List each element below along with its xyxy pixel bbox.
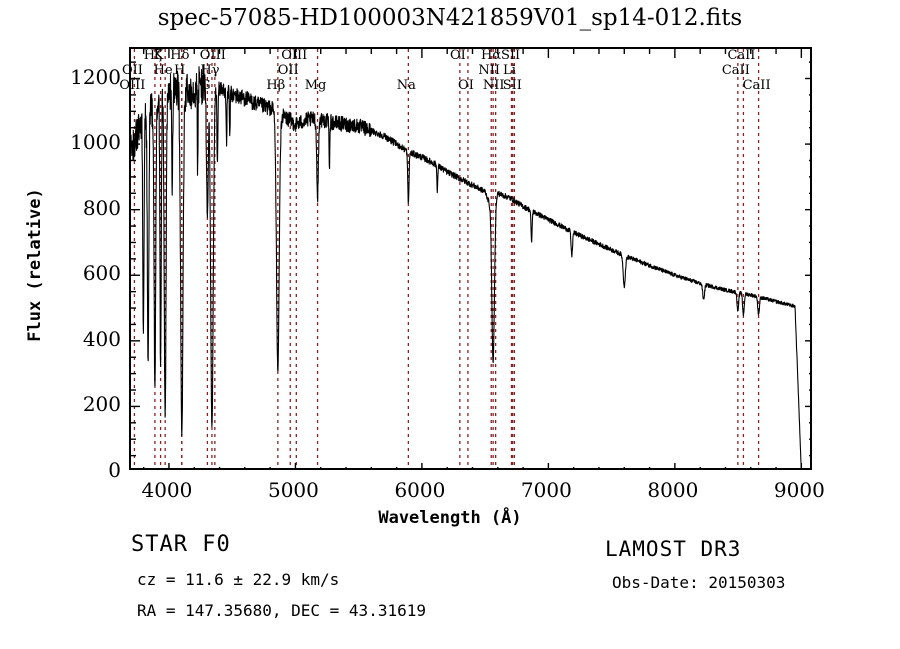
- spectral-line-label: Hδ: [170, 48, 190, 63]
- spectral-line-label: SII: [502, 78, 522, 93]
- x-tick-label: 9000: [773, 478, 825, 502]
- spectral-line-label: SII: [501, 48, 521, 63]
- page-title: spec-57085-HD100003N421859V01_sp14-012.f…: [157, 5, 743, 31]
- spectral-line-label: CaII: [721, 63, 750, 78]
- y-tick-label: 600: [82, 261, 121, 286]
- spectral-line-label: Hβ: [266, 78, 286, 93]
- y-tick-label: 800: [82, 195, 121, 220]
- plot-canvas: [131, 49, 810, 468]
- spectral-line-label: CaII: [727, 48, 756, 63]
- x-tick-label: 4000: [141, 478, 193, 502]
- spectral-line-label: Hα: [481, 48, 502, 63]
- observation-date: Obs-Date: 20150303: [612, 573, 786, 592]
- spectral-line-label: OII: [121, 63, 143, 78]
- spectral-line-label: H: [174, 63, 186, 78]
- radial-velocity: cz = 11.6 ± 22.9 km/s: [137, 570, 340, 589]
- plot-area: [129, 47, 812, 470]
- y-tick-label: 1200: [70, 64, 121, 89]
- y-tick-label: 0: [108, 458, 121, 482]
- spectral-line-label: Li: [503, 63, 516, 78]
- spectral-line-label: OI: [449, 48, 466, 63]
- spectral-line-label: OII: [277, 63, 299, 78]
- spectral-line-label: OIII: [199, 48, 226, 63]
- spectral-line-label: Hγ: [200, 63, 220, 78]
- x-tick-label: 7000: [520, 478, 572, 502]
- y-tick-label: 1000: [70, 130, 121, 155]
- spectral-line-label: G: [200, 78, 211, 93]
- x-tick-label: 8000: [647, 478, 699, 502]
- spectral-line-label: Hζ: [143, 48, 163, 63]
- coordinates: RA = 147.35680, DEC = 43.31619: [137, 601, 426, 620]
- spectral-line-label: OIII: [281, 48, 308, 63]
- spectral-line-label: NII: [482, 78, 505, 93]
- y-axis-title: Flux (relative): [25, 188, 45, 342]
- spectral-line-label: Na: [396, 78, 416, 93]
- spectral-line-label: OIII: [119, 78, 146, 93]
- x-axis-title: Wavelength (Å): [378, 508, 522, 528]
- spectral-line-label: OI: [458, 78, 474, 93]
- object-classification: STAR F0: [131, 532, 231, 557]
- spectrum-trace: [131, 64, 802, 468]
- x-tick-label: 6000: [394, 478, 446, 502]
- spectral-line-label: CaII: [742, 78, 771, 93]
- survey-name: LAMOST DR3: [605, 537, 742, 561]
- spectrum-svg: [131, 49, 810, 468]
- y-tick-label: 400: [82, 326, 121, 351]
- spectral-line-label: K: [153, 48, 164, 63]
- x-tick-label: 5000: [267, 478, 319, 502]
- spectral-line-label: He: [153, 63, 173, 78]
- y-tick-label: 200: [82, 392, 121, 417]
- spectral-line-label: NII: [478, 63, 501, 78]
- spectral-line-label: Mg: [304, 78, 327, 93]
